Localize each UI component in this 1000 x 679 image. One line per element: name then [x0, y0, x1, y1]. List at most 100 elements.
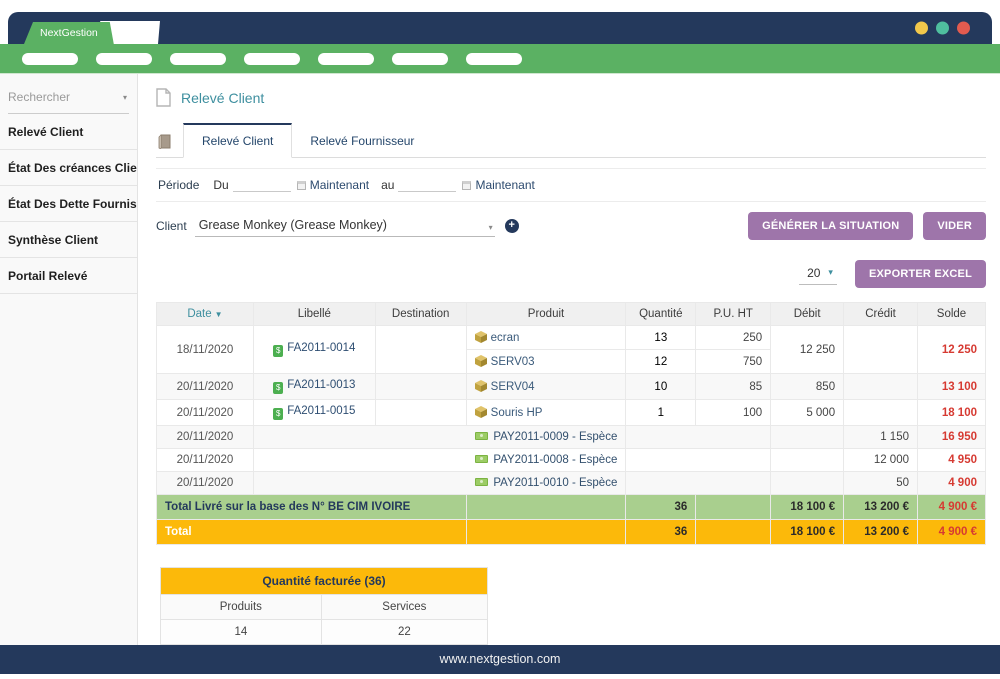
date-from-input[interactable] — [233, 178, 291, 192]
cell-destination — [375, 400, 466, 426]
quantite-facturee-title: Quantité facturée (36) — [161, 568, 488, 595]
cell-solde: 12 250 — [918, 326, 986, 374]
exporter-excel-button[interactable]: EXPORTER EXCEL — [855, 260, 986, 288]
minimize-dot-icon[interactable] — [915, 22, 928, 35]
vider-button[interactable]: VIDER — [923, 212, 986, 240]
main-navbar — [0, 44, 1000, 74]
tab-releve-client[interactable]: Relevé Client — [183, 123, 292, 158]
cell-empty — [696, 495, 771, 520]
col-pu-ht[interactable]: P.U. HT — [696, 303, 771, 326]
cell-document[interactable]: $FA2011-0015 — [253, 400, 375, 426]
search-select[interactable]: Rechercher ▾ — [8, 86, 129, 114]
cell-payment[interactable]: PAY2011-0010 - Espèce — [253, 472, 625, 495]
cell-qty: 1 — [626, 400, 696, 426]
sidebar-item-synthese-client[interactable]: Synthèse Client — [0, 222, 137, 258]
cell-date: 20/11/2020 — [157, 449, 254, 472]
calendar-icon — [462, 181, 471, 190]
nav-pill-1[interactable] — [22, 53, 78, 65]
sidebar-item-etat-dettes[interactable]: État Des Dette Fournis... — [0, 186, 137, 222]
cell-qty: 12 — [626, 350, 696, 374]
invoice-icon: $ — [273, 345, 283, 357]
sidebar-item-releve-client[interactable]: Relevé Client — [0, 114, 137, 150]
cell-date: 20/11/2020 — [157, 426, 254, 449]
add-client-button[interactable]: + — [505, 219, 519, 233]
main-content: Relevé Client Relevé Client Relevé Fourn… — [138, 74, 1000, 645]
table-controls: 20 ▾ EXPORTER EXCEL — [156, 260, 986, 288]
cell-pu: 750 — [696, 350, 771, 374]
window-titlebar: NextGestion — [8, 12, 992, 44]
table-row: 20/11/2020 PAY2011-0010 - Espèce 50 4 90… — [157, 472, 986, 495]
total-credit: 13 200 € — [844, 520, 918, 545]
package-icon — [475, 380, 487, 392]
sidebar-item-portail-releve[interactable]: Portail Relevé — [0, 258, 137, 294]
col-debit[interactable]: Débit — [771, 303, 844, 326]
cell-payment[interactable]: PAY2011-0008 - Espèce — [253, 449, 625, 472]
cell-product[interactable]: SERV04 — [466, 374, 626, 400]
cell-debit — [771, 449, 844, 472]
cell-empty — [466, 495, 626, 520]
cell-solde: 18 100 — [918, 400, 986, 426]
cell-solde: 4 900 — [918, 472, 986, 495]
cell-pu: 100 — [696, 400, 771, 426]
au-label: au — [381, 178, 394, 192]
client-select[interactable]: Grease Monkey (Grease Monkey) ▾ — [195, 216, 495, 237]
cell-solde: 13 100 — [918, 374, 986, 400]
package-icon — [475, 331, 487, 343]
nav-pill-4[interactable] — [244, 53, 300, 65]
col-destination[interactable]: Destination — [375, 303, 466, 326]
client-selected-value: Grease Monkey (Grease Monkey) — [199, 218, 481, 232]
col-solde[interactable]: Solde — [918, 303, 986, 326]
maintenant-to-link[interactable]: Maintenant — [462, 178, 534, 192]
tab-releve-fournisseur[interactable]: Relevé Fournisseur — [292, 125, 432, 157]
total-label: Total — [157, 520, 467, 545]
total-delivered-row: Total Livré sur la base des N° BE CIM IV… — [157, 495, 986, 520]
table-row: 20/11/2020 PAY2011-0008 - Espèce 12 000 … — [157, 449, 986, 472]
nav-pill-7[interactable] — [466, 53, 522, 65]
cell-product[interactable]: Souris HP — [466, 400, 626, 426]
cell-document[interactable]: $FA2011-0013 — [253, 374, 375, 400]
col-quantite[interactable]: Quantité — [626, 303, 696, 326]
maintenant-from-link[interactable]: Maintenant — [297, 178, 369, 192]
maximize-dot-icon[interactable] — [936, 22, 949, 35]
total-credit: 13 200 € — [844, 495, 918, 520]
banknote-icon — [475, 432, 488, 440]
cell-payment[interactable]: PAY2011-0009 - Espèce — [253, 426, 625, 449]
cell-document[interactable]: $FA2011-0014 — [253, 326, 375, 374]
col-libelle[interactable]: Libellé — [253, 303, 375, 326]
page-size-select[interactable]: 20 ▾ — [799, 264, 837, 285]
brand-tab[interactable]: NextGestion — [24, 22, 114, 44]
cell-debit: 12 250 — [771, 326, 844, 374]
sidebar-item-etat-creances[interactable]: État Des créances Client — [0, 150, 137, 186]
nav-pill-3[interactable] — [170, 53, 226, 65]
cell-empty — [696, 520, 771, 545]
table-row: 18/11/2020 $FA2011-0014 ecran 13 250 12 … — [157, 326, 986, 350]
cell-product[interactable]: ecran — [466, 326, 626, 350]
total-delivered-label: Total Livré sur la base des N° BE CIM IV… — [157, 495, 467, 520]
cell-date: 20/11/2020 — [157, 400, 254, 426]
chevron-down-icon: ▾ — [489, 223, 493, 232]
cell-empty — [626, 426, 771, 449]
cell-pu: 85 — [696, 374, 771, 400]
generer-situation-button[interactable]: GÉNÉRER LA SITUATION — [748, 212, 913, 240]
col-date[interactable]: Date▼ — [157, 303, 254, 326]
nav-pill-2[interactable] — [96, 53, 152, 65]
footer-url: www.nextgestion.com — [440, 652, 561, 666]
nav-pill-5[interactable] — [318, 53, 374, 65]
col-produit[interactable]: Produit — [466, 303, 626, 326]
cell-qty: 10 — [626, 374, 696, 400]
date-to-input[interactable] — [398, 178, 456, 192]
cell-product[interactable]: SERV03 — [466, 350, 626, 374]
footer-bar: www.nextgestion.com — [0, 645, 1000, 674]
cell-empty — [626, 449, 771, 472]
mini-col-services: Services — [321, 595, 487, 620]
document-icon — [156, 88, 171, 107]
periode-label: Période — [158, 178, 199, 192]
table-row: 20/11/2020 $FA2011-0013 SERV04 10 85 850 — [157, 374, 986, 400]
close-dot-icon[interactable] — [957, 22, 970, 35]
nav-pill-6[interactable] — [392, 53, 448, 65]
tab-bar: Relevé Client Relevé Fournisseur — [156, 123, 986, 158]
sidebar: Rechercher ▾ Relevé Client État Des créa… — [0, 74, 138, 645]
cell-credit — [844, 400, 918, 426]
cell-solde: 16 950 — [918, 426, 986, 449]
col-credit[interactable]: Crédit — [844, 303, 918, 326]
